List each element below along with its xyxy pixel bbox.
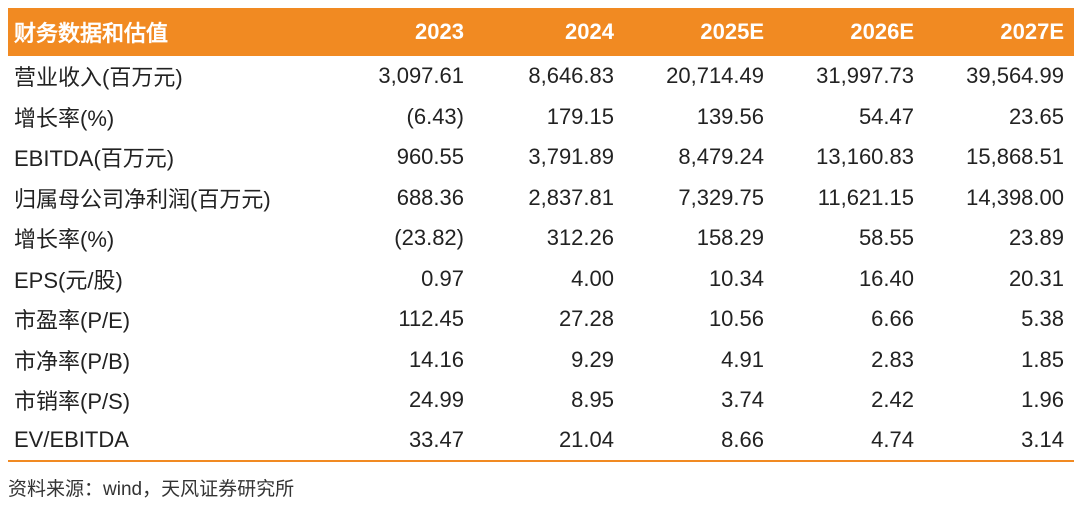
table-row: 市净率(P/B) 14.16 9.29 4.91 2.83 1.85 <box>8 340 1074 381</box>
value-cell: 158.29 <box>696 225 764 251</box>
value-cell: 27.28 <box>558 306 614 332</box>
value-cell: 688.36 <box>396 184 464 210</box>
value-cell: 20,714.49 <box>666 63 764 89</box>
value-cell: 2.42 <box>871 387 914 413</box>
year-header: 2025E <box>700 19 764 44</box>
value-cell: 2,837.81 <box>528 184 614 210</box>
table-title: 财务数据和估值 <box>14 21 169 46</box>
table-row: 增长率(%) (6.43) 179.15 139.56 54.47 23.65 <box>8 97 1074 138</box>
table-body: 营业收入(百万元) 3,097.61 8,646.83 20,714.49 31,997… <box>8 56 1074 462</box>
value-cell: 13,160.83 <box>816 144 914 170</box>
row-label: EPS(元/股) <box>14 267 123 293</box>
table-row: EBITDA(百万元) 960.55 3,791.89 8,479.24 13,160.… <box>8 137 1074 178</box>
table-row: 市销率(P/S) 24.99 8.95 3.74 2.42 1.96 <box>8 380 1074 421</box>
table-row: EPS(元/股) 0.97 4.00 10.34 16.40 20.31 <box>8 259 1074 300</box>
year-header: 2023 <box>415 19 464 44</box>
value-cell: 20.31 <box>1008 265 1064 291</box>
value-cell: 11,621.15 <box>817 184 914 210</box>
value-cell: 10.56 <box>708 306 764 332</box>
table-row: 营业收入(百万元) 3,097.61 8,646.83 20,714.49 31,997… <box>8 56 1074 97</box>
value-cell: 3,097.61 <box>378 63 464 89</box>
value-cell: 6.66 <box>871 306 914 332</box>
value-cell: 179.15 <box>546 103 614 129</box>
value-cell: 54.47 <box>858 103 914 129</box>
value-cell: 4.00 <box>571 265 614 291</box>
row-label: 市净率(P/B) <box>14 348 131 374</box>
row-label: 归属母公司净利润(百万元) <box>14 186 271 212</box>
value-cell: 0.97 <box>421 265 464 291</box>
value-cell: 39,564.99 <box>966 63 1064 89</box>
value-cell: 2.83 <box>871 346 914 372</box>
value-cell: 312.26 <box>546 225 614 251</box>
value-cell: (6.43) <box>406 103 464 129</box>
row-label: 增长率(%) <box>14 105 115 131</box>
value-cell: (23.82) <box>394 225 464 251</box>
value-cell: 1.85 <box>1021 346 1064 372</box>
row-label: 营业收入(百万元) <box>14 65 183 91</box>
value-cell: 5.38 <box>1021 306 1064 332</box>
table-row: 市盈率(P/E) 112.45 27.28 10.56 6.66 5.38 <box>8 299 1074 340</box>
value-cell: 21.04 <box>474 420 624 462</box>
value-cell: 8,646.83 <box>528 63 614 89</box>
value-cell: 3,791.89 <box>528 144 614 170</box>
table-row: 增长率(%) (23.82) 312.26 158.29 58.55 23.89 <box>8 218 1074 259</box>
row-label: 市盈率(P/E) <box>14 308 131 334</box>
value-cell: 10.34 <box>708 265 764 291</box>
value-cell: 7,329.75 <box>678 184 764 210</box>
value-cell: 23.89 <box>1008 225 1064 251</box>
value-cell: 15,868.51 <box>966 144 1064 170</box>
source-note: 资料来源：wind，天风证券研究所 <box>8 479 295 500</box>
value-cell: 8.95 <box>571 387 614 413</box>
value-cell: 4.74 <box>774 420 924 462</box>
value-cell: 33.47 <box>324 420 474 462</box>
value-cell: 1.96 <box>1021 387 1064 413</box>
year-header: 2027E <box>1000 19 1064 44</box>
financial-table: 财务数据和估值 2023 2024 2025E 2026E 2027E 营业收入… <box>8 8 1074 462</box>
table-header-row: 财务数据和估值 2023 2024 2025E 2026E 2027E <box>8 8 1074 56</box>
value-cell: 58.55 <box>858 225 914 251</box>
row-label: 增长率(%) <box>14 227 115 253</box>
value-cell: 960.55 <box>396 144 464 170</box>
value-cell: 139.56 <box>696 103 764 129</box>
year-header: 2026E <box>850 19 914 44</box>
value-cell: 8.66 <box>624 420 774 462</box>
value-cell: 23.65 <box>1008 103 1064 129</box>
year-header: 2024 <box>565 19 614 44</box>
row-label: EV/EBITDA <box>8 420 324 462</box>
row-label: 市销率(P/S) <box>14 389 131 415</box>
table-row: EV/EBITDA 33.47 21.04 8.66 4.74 3.14 <box>8 420 1074 462</box>
value-cell: 3.74 <box>721 387 764 413</box>
value-cell: 24.99 <box>408 387 464 413</box>
value-cell: 31,997.73 <box>816 63 914 89</box>
value-cell: 16.40 <box>858 265 914 291</box>
value-cell: 14.16 <box>408 346 464 372</box>
value-cell: 9.29 <box>571 346 614 372</box>
value-cell: 8,479.24 <box>678 144 764 170</box>
value-cell: 3.14 <box>924 420 1074 462</box>
value-cell: 4.91 <box>721 346 764 372</box>
row-label: EBITDA(百万元) <box>14 146 175 172</box>
value-cell: 14,398.00 <box>966 184 1064 210</box>
table-row: 归属母公司净利润(百万元) 688.36 2,837.81 7,329.75 11,62… <box>8 178 1074 219</box>
value-cell: 112.45 <box>398 306 464 332</box>
